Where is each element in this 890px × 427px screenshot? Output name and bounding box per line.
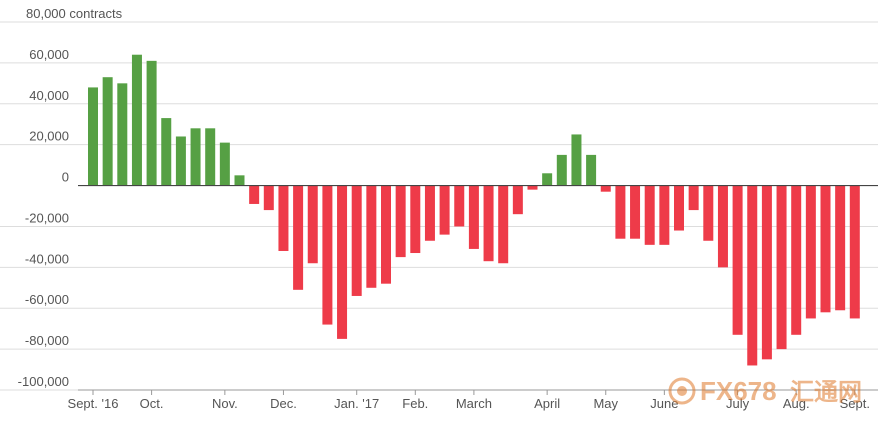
x-axis-tick-labels: Sept. '16 Oct. Nov. Dec. Jan. '17 Feb. March Ap… <box>68 390 870 411</box>
bar <box>820 185 831 313</box>
bar <box>146 60 157 186</box>
bar <box>293 185 304 290</box>
bar <box>190 128 201 186</box>
bar <box>102 77 113 186</box>
x-tick-label: May <box>593 396 618 411</box>
y-tick-label: -40,000 <box>25 251 69 266</box>
bar <box>131 54 142 186</box>
bar <box>161 118 172 186</box>
bar <box>424 185 435 241</box>
bar <box>175 136 186 186</box>
bar <box>849 185 860 319</box>
bar <box>747 185 758 366</box>
watermark-logo-dot-icon <box>677 386 687 396</box>
bar <box>337 185 348 339</box>
bar <box>468 185 479 249</box>
x-tick-label: Feb. <box>402 396 428 411</box>
x-tick-label: Aug. <box>783 396 810 411</box>
watermark-suffix: 汇通网 <box>790 379 862 406</box>
bar <box>278 185 289 251</box>
bar <box>498 185 509 264</box>
y-tick-label: -100,000 <box>18 374 69 389</box>
bar <box>805 185 816 319</box>
bar <box>688 185 699 211</box>
bar <box>117 83 128 186</box>
bar <box>556 154 567 186</box>
x-tick-label: Jan. '17 <box>334 396 379 411</box>
bar <box>732 185 743 335</box>
y-tick-label: 20,000 <box>29 129 69 144</box>
watermark-logo-icon <box>668 377 696 405</box>
bar <box>263 185 274 211</box>
x-tick-label: Sept. '16 <box>68 396 119 411</box>
x-tick-label: Nov. <box>212 396 238 411</box>
x-tick-label: June <box>650 396 678 411</box>
y-tick-label: 40,000 <box>29 88 69 103</box>
x-tick-label: April <box>534 396 560 411</box>
bar <box>571 134 582 186</box>
bar <box>219 142 230 186</box>
bar <box>410 185 421 254</box>
bar <box>542 173 553 186</box>
bar <box>615 185 626 239</box>
x-tick-label: March <box>456 396 492 411</box>
bar <box>791 185 802 335</box>
x-tick-label: Oct. <box>140 396 164 411</box>
watermark-text: FX678 <box>700 376 777 406</box>
bar <box>307 185 318 264</box>
bar <box>234 175 245 186</box>
y-tick-label: -80,000 <box>25 333 69 348</box>
bar <box>366 185 377 288</box>
bar <box>439 185 450 235</box>
bar <box>644 185 655 245</box>
bar <box>586 154 597 186</box>
bar <box>761 185 772 360</box>
x-tick-label: July <box>726 396 750 411</box>
y-tick-label: -60,000 <box>25 292 69 307</box>
bar <box>717 185 728 268</box>
watermark: FX678 汇通网 <box>668 376 862 406</box>
bar <box>630 185 641 239</box>
grid-lines <box>0 21 878 391</box>
y-tick-label: 60,000 <box>29 47 69 62</box>
bar <box>249 185 260 204</box>
bar <box>835 185 846 311</box>
y-tick-label: 80,000 contracts <box>26 6 123 21</box>
bar <box>703 185 714 241</box>
bar <box>351 185 362 296</box>
x-tick-label: Dec. <box>270 396 297 411</box>
y-axis-tick-labels: 80,000 contracts 60,000 40,000 20,000 0 -20,0… <box>18 6 123 389</box>
bar <box>88 87 98 186</box>
bar <box>395 185 406 258</box>
bars <box>88 54 860 366</box>
bar <box>381 185 391 284</box>
bar <box>454 185 465 227</box>
bar <box>205 128 216 186</box>
bar <box>600 185 611 192</box>
bar <box>776 185 787 350</box>
y-tick-label: 0 <box>62 170 69 185</box>
y-tick-label: -20,000 <box>25 210 69 225</box>
bar <box>483 185 494 262</box>
bar <box>322 185 333 325</box>
bar <box>527 185 538 190</box>
x-axis <box>78 184 878 391</box>
x-tick-label: Sept. <box>840 396 870 411</box>
bar <box>674 185 684 231</box>
bar <box>659 185 670 245</box>
bar <box>512 185 523 215</box>
